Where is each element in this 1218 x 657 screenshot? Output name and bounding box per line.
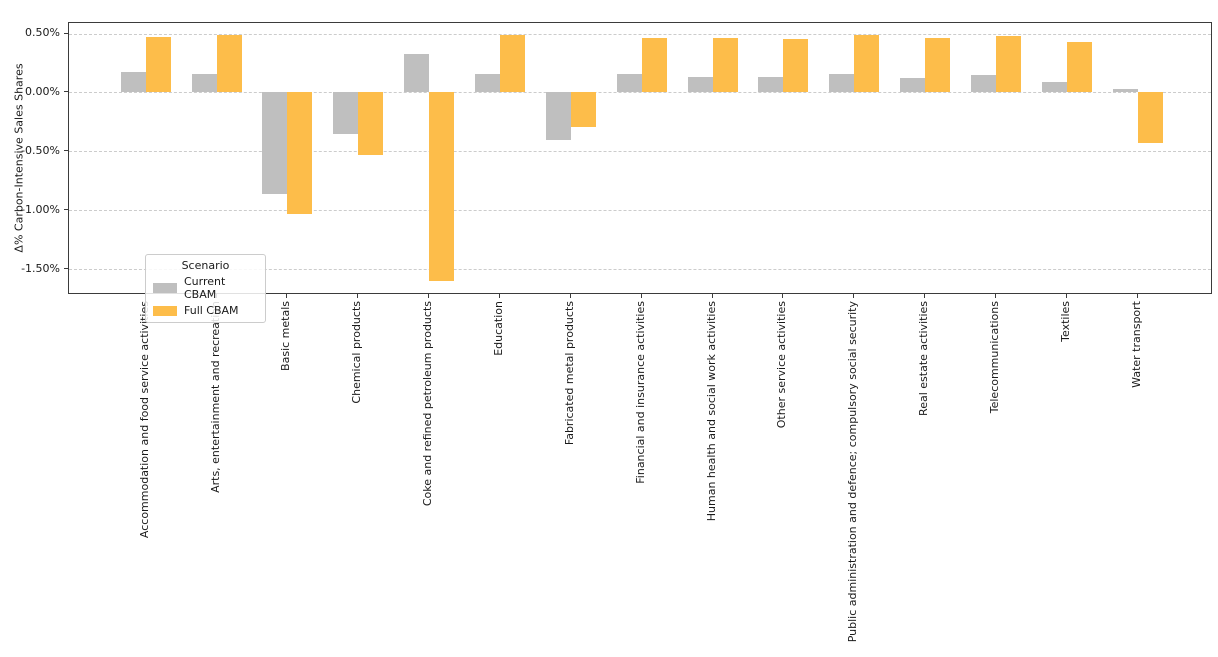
bar bbox=[758, 77, 784, 93]
plot-area: Scenario Current CBAM Full CBAM bbox=[68, 22, 1212, 323]
bar bbox=[145, 37, 171, 93]
bar bbox=[900, 78, 926, 93]
bar bbox=[120, 72, 146, 93]
gridline bbox=[69, 210, 1211, 212]
bar bbox=[499, 34, 525, 93]
legend-items: Current CBAM Full CBAM bbox=[153, 275, 258, 317]
x-tick-mark bbox=[428, 294, 430, 298]
bar bbox=[783, 39, 809, 93]
x-tick-label: Human health and social work activities bbox=[704, 301, 718, 522]
x-tick-label: Arts, entertainment and recreation bbox=[208, 301, 222, 493]
x-tick-mark bbox=[924, 294, 926, 298]
x-tick-label: Chemical products bbox=[350, 301, 364, 404]
x-tick-mark bbox=[711, 294, 713, 298]
bar bbox=[970, 74, 996, 93]
x-tick-label: Other service activities bbox=[775, 301, 789, 429]
bar bbox=[429, 92, 455, 281]
x-tick-mark bbox=[1065, 294, 1067, 298]
bar bbox=[216, 34, 242, 93]
y-tick-mark bbox=[64, 268, 68, 270]
bar bbox=[287, 92, 313, 214]
x-tick-mark bbox=[994, 294, 996, 298]
bar bbox=[262, 92, 288, 194]
y-tick-mark bbox=[64, 91, 68, 93]
x-tick-label: Education bbox=[491, 301, 505, 356]
x-tick-label: Basic metals bbox=[279, 301, 293, 371]
y-tick-label: -1.00% bbox=[21, 202, 60, 216]
y-tick-mark bbox=[64, 32, 68, 34]
y-tick-label: 0.50% bbox=[25, 26, 60, 40]
bar bbox=[404, 53, 430, 93]
x-tick-label: Fabricated metal products bbox=[562, 301, 576, 446]
bar bbox=[995, 35, 1021, 93]
x-tick-label: Telecommunications bbox=[987, 301, 1001, 414]
x-tick-label: Coke and refined petroleum products bbox=[421, 301, 435, 507]
x-tick-mark bbox=[640, 294, 642, 298]
x-tick-label: Real estate activities bbox=[917, 301, 931, 416]
legend: Scenario Current CBAM Full CBAM bbox=[145, 254, 266, 323]
x-tick-mark bbox=[782, 294, 784, 298]
x-tick-mark bbox=[357, 294, 359, 298]
bar bbox=[641, 38, 667, 93]
bar bbox=[829, 73, 855, 93]
legend-swatch bbox=[153, 305, 177, 316]
x-tick-mark bbox=[498, 294, 500, 298]
bar bbox=[474, 73, 500, 93]
x-tick-label: Textiles bbox=[1058, 301, 1072, 342]
gridline bbox=[69, 151, 1211, 153]
x-tick-mark bbox=[853, 294, 855, 298]
legend-item: Current CBAM bbox=[153, 275, 258, 301]
gridline bbox=[69, 92, 1211, 94]
y-tick-label: -1.50% bbox=[21, 261, 60, 275]
bar bbox=[687, 77, 713, 93]
x-tick-mark bbox=[569, 294, 571, 298]
bar bbox=[1112, 88, 1138, 93]
bar bbox=[191, 73, 217, 93]
y-tick-mark bbox=[64, 209, 68, 211]
legend-swatch bbox=[153, 283, 177, 293]
bar bbox=[616, 73, 642, 93]
bar bbox=[333, 92, 359, 134]
x-tick-mark bbox=[286, 294, 288, 298]
legend-item: Full CBAM bbox=[153, 304, 258, 317]
bar bbox=[570, 92, 596, 127]
bar bbox=[358, 92, 384, 155]
x-tick-mark bbox=[1136, 294, 1138, 298]
legend-item-label: Full CBAM bbox=[184, 304, 239, 317]
bar bbox=[545, 92, 571, 140]
bar bbox=[1041, 81, 1067, 93]
gridline bbox=[69, 269, 1211, 271]
legend-title: Scenario bbox=[181, 259, 230, 272]
x-tick-label: Accommodation and food service activitie… bbox=[137, 301, 151, 539]
y-tick-mark bbox=[64, 150, 68, 152]
y-tick-label: 0.00% bbox=[25, 84, 60, 98]
bar bbox=[854, 34, 880, 93]
bar bbox=[1137, 92, 1163, 144]
x-tick-label: Water transport bbox=[1129, 301, 1143, 388]
x-tick-label: Financial and insurance activities bbox=[633, 301, 647, 484]
gridline bbox=[69, 33, 1211, 35]
bar bbox=[712, 38, 738, 93]
bar bbox=[1066, 41, 1092, 93]
legend-item-label: Current CBAM bbox=[184, 275, 226, 301]
x-tick-label: Public administration and defence; compu… bbox=[846, 301, 860, 643]
y-tick-label: -0.50% bbox=[21, 143, 60, 157]
bar bbox=[925, 38, 951, 93]
